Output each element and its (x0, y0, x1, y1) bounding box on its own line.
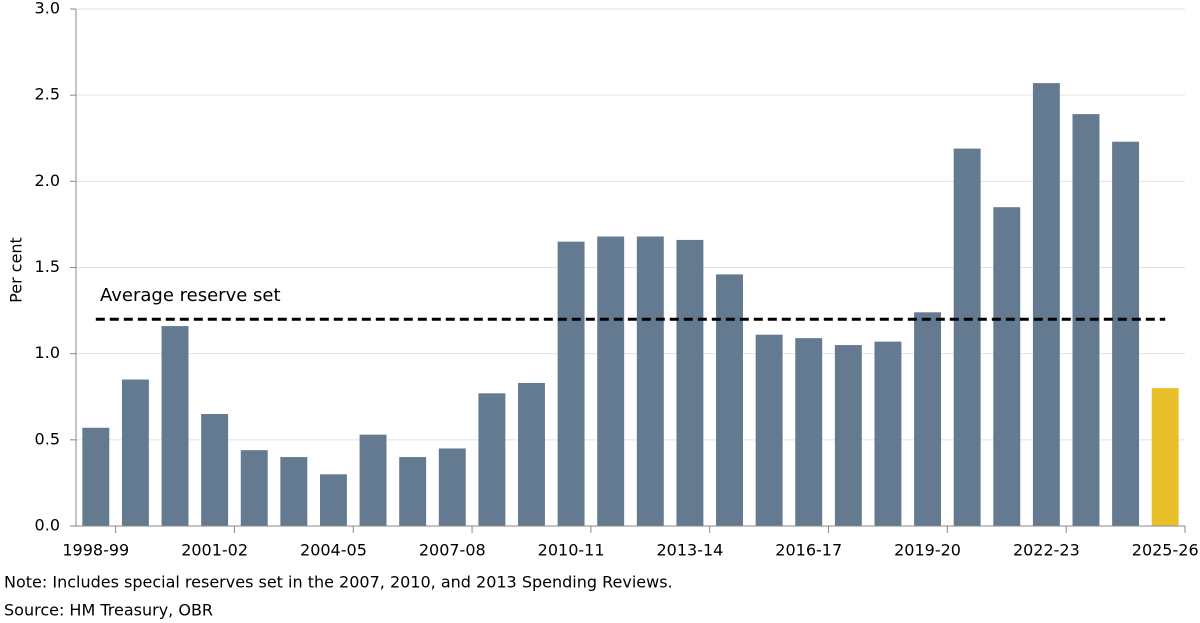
reference-label: Average reserve set (100, 285, 281, 306)
source: Source: HM Treasury, OBR (4, 601, 213, 620)
y-tick-label: 1.0 (35, 343, 60, 362)
bar (597, 236, 625, 527)
x-tick-label: 2025-26 (1132, 541, 1199, 560)
x-tick-label: 2022-23 (1013, 541, 1080, 560)
bar (201, 413, 229, 526)
note: Note: Includes special reserves set in t… (4, 573, 673, 592)
x-tick-label: 2007-08 (419, 541, 486, 560)
bar (1112, 141, 1140, 527)
bar (1032, 83, 1060, 526)
bar (914, 312, 942, 526)
y-tick-label: 1.5 (35, 257, 60, 276)
bar (755, 334, 783, 526)
bar (478, 393, 506, 526)
bar (518, 382, 545, 526)
y-tick-label: 2.5 (35, 85, 60, 104)
bar (953, 148, 981, 526)
bar (161, 326, 189, 526)
bar (874, 341, 902, 526)
bar (716, 274, 743, 526)
bar (993, 207, 1021, 526)
bar (82, 427, 110, 526)
y-axis-label: Per cent (7, 237, 26, 303)
bar (557, 241, 585, 526)
bar (399, 457, 427, 526)
y-tick-label: 0.5 (35, 429, 60, 448)
bar (834, 345, 862, 526)
x-tick-label: 2004-05 (300, 541, 367, 560)
bar (438, 448, 466, 526)
x-tick-label: 1998-99 (62, 541, 129, 560)
bar (359, 434, 387, 526)
bar (676, 239, 704, 526)
x-tick-label: 2016-17 (775, 541, 842, 560)
bar (240, 450, 268, 526)
bar (319, 474, 347, 526)
bar (1151, 388, 1179, 526)
bar (280, 457, 308, 526)
bar (636, 236, 664, 527)
x-tick-label: 2001-02 (181, 541, 248, 560)
y-tick-label: 2.0 (35, 171, 60, 190)
x-tick-label: 2010-11 (538, 541, 605, 560)
x-tick-label: 2019-20 (894, 541, 961, 560)
y-tick-label: 0.0 (35, 516, 60, 535)
bar (121, 379, 149, 526)
y-tick-label: 3.0 (35, 0, 60, 18)
bar (795, 338, 823, 526)
x-tick-label: 2013-14 (656, 541, 723, 560)
